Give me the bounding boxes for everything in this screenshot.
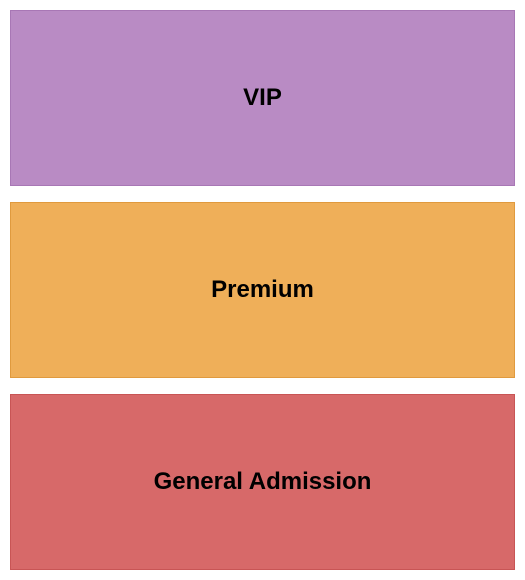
section-vip[interactable]: VIP	[10, 10, 515, 186]
section-label: Premium	[211, 276, 314, 304]
section-general-admission[interactable]: General Admission	[10, 394, 515, 570]
section-premium[interactable]: Premium	[10, 202, 515, 378]
section-label: General Admission	[154, 468, 372, 496]
section-label: VIP	[243, 84, 282, 112]
seating-chart: VIP Premium General Admission	[10, 10, 515, 570]
